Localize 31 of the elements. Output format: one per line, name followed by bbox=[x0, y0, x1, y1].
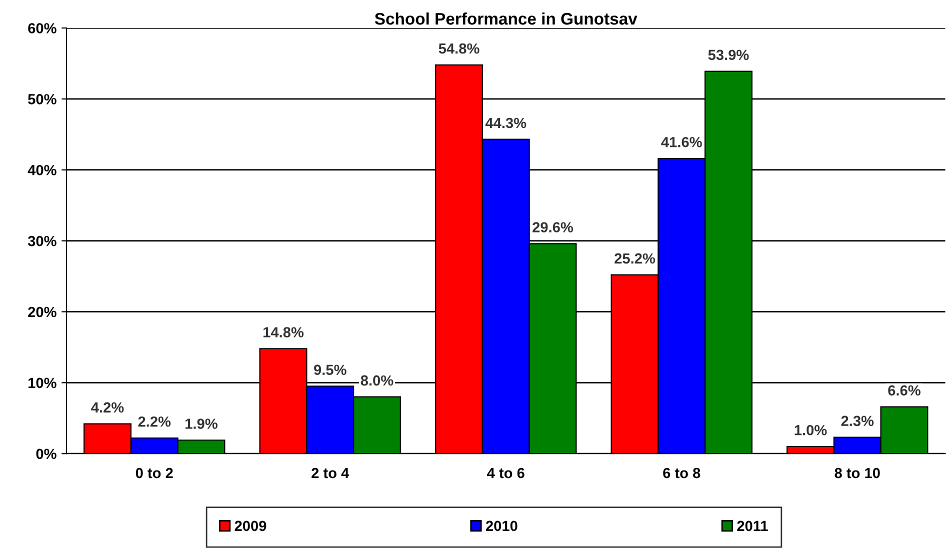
data-label: 1.0% bbox=[794, 424, 827, 436]
data-label: 2.3% bbox=[841, 416, 874, 426]
data-label: 29.6% bbox=[532, 222, 574, 232]
x-tick-label: 2 to 4 bbox=[312, 468, 350, 478]
data-label: 2.2% bbox=[138, 416, 171, 427]
chart-title: School Performance in Gunotsav bbox=[374, 12, 638, 25]
legend-label: 2009 bbox=[234, 520, 266, 532]
data-label: 6.6% bbox=[888, 385, 920, 396]
data-label: 44.3% bbox=[485, 118, 526, 128]
data-label: 9.5% bbox=[314, 364, 346, 375]
x-tick-label: 6 to 8 bbox=[663, 468, 700, 478]
y-tick-label: 60% bbox=[28, 23, 56, 34]
data-label: 1.9% bbox=[186, 418, 218, 429]
y-tick-label: 10% bbox=[28, 378, 56, 388]
data-label: 53.9% bbox=[708, 50, 749, 60]
y-tick-label: 0% bbox=[36, 448, 56, 460]
x-tick-label: 4 to 6 bbox=[487, 468, 524, 478]
data-label: 25.2% bbox=[614, 253, 656, 264]
data-label: 41.6% bbox=[661, 136, 702, 148]
data-label: 54.8% bbox=[438, 43, 480, 54]
y-tick-label: 50% bbox=[28, 94, 56, 104]
data-label: 14.8% bbox=[264, 327, 304, 338]
data-label: 4.2% bbox=[91, 402, 124, 413]
x-tick-label: 8 to 10 bbox=[834, 468, 880, 478]
y-tick-label: 30% bbox=[28, 236, 56, 246]
y-tick-label: 40% bbox=[28, 164, 56, 176]
legend-label: 2010 bbox=[486, 520, 518, 532]
data-label: 8.0% bbox=[360, 375, 394, 386]
legend-label: 2011 bbox=[737, 520, 768, 532]
x-tick-label: 0 to 2 bbox=[136, 468, 173, 478]
y-tick-label: 20% bbox=[28, 306, 56, 318]
